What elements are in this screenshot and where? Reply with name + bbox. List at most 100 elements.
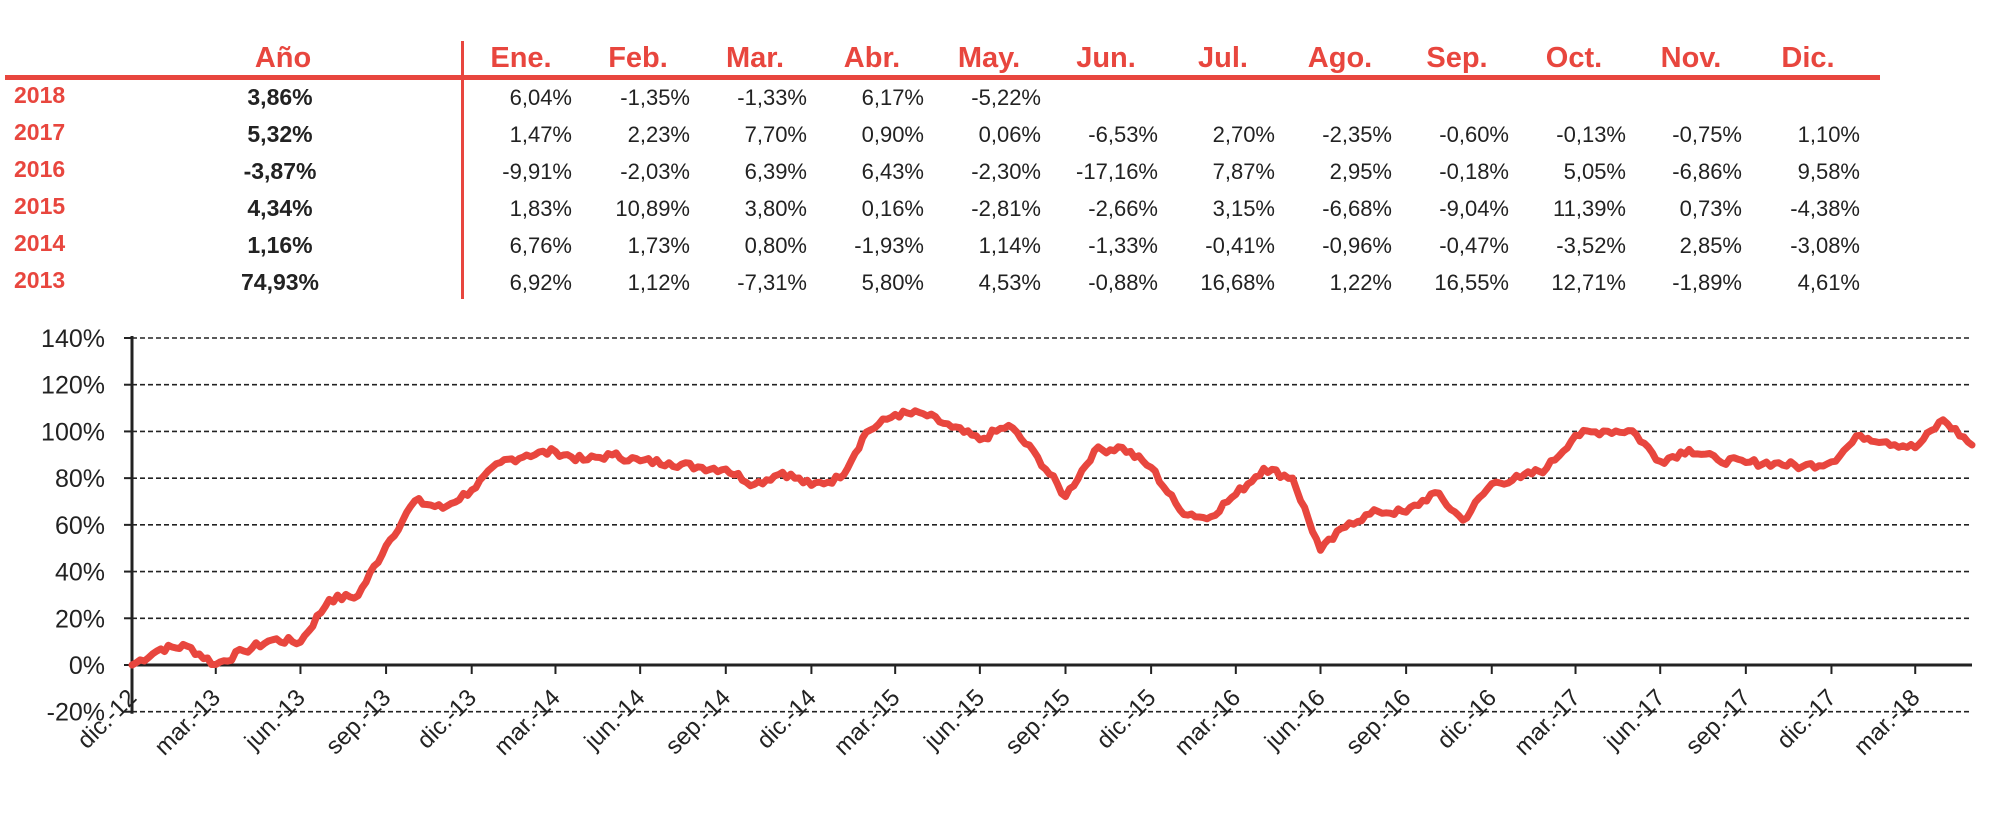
monthly-return-cell: -1,35% [620, 85, 690, 110]
x-tick-label: mar.-15 [829, 684, 906, 761]
x-tick-label: jun.-14 [579, 684, 651, 756]
monthly-return-cell: 0,90% [861, 122, 924, 147]
monthly-return-cell: 1,10% [1797, 122, 1860, 147]
column-separator [461, 41, 464, 299]
monthly-return-cell: 16,55% [1434, 270, 1509, 295]
monthly-return-cell: 10,89% [615, 196, 690, 221]
monthly-return-cell: -2,03% [620, 159, 690, 184]
monthly-return-cell: -0,18% [1439, 159, 1509, 184]
monthly-return-cell: -3,08% [1790, 233, 1860, 258]
y-axis-labels: -20% 0% 20% 40% 60% 80% 100% 120% 140% [41, 325, 105, 727]
monthly-return-cell: 12,71% [1551, 270, 1626, 295]
column-header-9: Sep. [1426, 42, 1488, 74]
row-annual-return: 3,86% [247, 84, 313, 110]
column-header-8: Ago. [1307, 42, 1373, 74]
monthly-return-cell: 6,43% [861, 159, 924, 184]
header-underline [5, 75, 1880, 80]
monthly-return-cell: 7,87% [1212, 159, 1275, 184]
monthly-return-cell: -1,89% [1672, 270, 1742, 295]
x-tick-label: sep.-14 [660, 684, 736, 760]
row-year: 2015 [14, 193, 66, 219]
monthly-return-cell: -2,66% [1088, 196, 1158, 221]
x-tick-label: dic.-14 [752, 684, 822, 754]
column-header-5: May. [957, 42, 1021, 74]
y-tick-label: 20% [55, 605, 105, 633]
y-tick-label: 0% [69, 652, 105, 680]
monthly-return-cell: -2,30% [971, 159, 1041, 184]
monthly-return-cell: 6,39% [744, 159, 807, 184]
x-tick-label: dic.-17 [1772, 684, 1842, 754]
chart-axes [124, 336, 1972, 714]
monthly-return-cell: 1,12% [627, 270, 690, 295]
x-tick-label: mar.-17 [1509, 684, 1586, 761]
monthly-return-cell: 4,53% [978, 270, 1041, 295]
x-tick-label: jun.-13 [239, 684, 311, 756]
x-tick-label: dic.-13 [412, 684, 482, 754]
monthly-return-cell: -9,91% [502, 159, 572, 184]
monthly-return-cell: -0,47% [1439, 233, 1509, 258]
monthly-return-cell: -0,13% [1556, 122, 1626, 147]
row-year: 2013 [14, 267, 66, 293]
monthly-return-cell: 5,05% [1563, 159, 1626, 184]
monthly-return-cell: 3,80% [744, 196, 807, 221]
monthly-return-cell: 7,70% [744, 122, 807, 147]
column-header-6: Jun. [1076, 42, 1136, 74]
column-header-1: Ene. [490, 42, 552, 74]
monthly-return-cell: 1,83% [509, 196, 572, 221]
monthly-return-cell: -4,38% [1790, 196, 1860, 221]
monthly-return-cell: -1,33% [1088, 233, 1158, 258]
monthly-return-cell: 6,17% [861, 85, 924, 110]
column-header-0: Año [254, 42, 312, 74]
column-header-3: Mar. [725, 42, 785, 74]
x-tick-label: dic.-15 [1091, 684, 1161, 754]
column-header-2: Feb. [608, 42, 668, 74]
x-tick-label: mar.-16 [1169, 684, 1246, 761]
row-year: 2014 [14, 230, 66, 256]
column-header-4: Abr. [843, 42, 901, 74]
monthly-return-cell: 5,80% [861, 270, 924, 295]
monthly-return-cell: 9,58% [1797, 159, 1860, 184]
monthly-return-cell: 4,61% [1797, 270, 1860, 295]
series-line [128, 407, 1976, 669]
x-tick-label: mar.-14 [489, 684, 566, 761]
x-tick-label: jun.-16 [1259, 684, 1331, 756]
x-tick-label: mar.-18 [1849, 684, 1926, 761]
row-annual-return: 74,93% [240, 269, 319, 295]
x-tick-label: dic.-16 [1432, 684, 1502, 754]
monthly-return-cell: -0,60% [1439, 122, 1509, 147]
chart-grid [132, 337, 1972, 713]
monthly-return-cell: 6,04% [509, 85, 572, 110]
column-header-10: Oct. [1545, 42, 1603, 74]
monthly-return-cell: -5,22% [971, 85, 1041, 110]
monthly-return-cell: -7,31% [737, 270, 807, 295]
monthly-return-cell: -1,93% [854, 233, 924, 258]
monthly-return-cell: -2,35% [1322, 122, 1392, 147]
y-tick-label: 60% [55, 512, 105, 540]
row-annual-return: -3,87% [243, 158, 317, 184]
column-header-11: Nov. [1660, 42, 1722, 74]
column-header-12: Dic. [1781, 42, 1835, 74]
monthly-return-cell: -2,81% [971, 196, 1041, 221]
monthly-return-cell: 6,92% [509, 270, 572, 295]
x-tick-label: sep.-17 [1680, 684, 1756, 760]
row-annual-return: 4,34% [247, 195, 313, 221]
column-header-7: Jul. [1198, 42, 1248, 74]
x-tick-label: sep.-15 [1000, 684, 1076, 760]
x-tick-label: mar.-13 [149, 684, 226, 761]
monthly-return-cell: -3,52% [1556, 233, 1626, 258]
monthly-return-cell: 11,39% [1553, 196, 1626, 221]
monthly-return-cell: -1,33% [737, 85, 807, 110]
monthly-return-cell: -6,53% [1088, 122, 1158, 147]
monthly-return-cell: 1,73% [627, 233, 690, 258]
row-annual-return: 1,16% [247, 232, 313, 258]
monthly-return-cell: -0,88% [1088, 270, 1158, 295]
x-tick-label: sep.-16 [1341, 684, 1417, 760]
row-annual-return: 5,32% [247, 121, 313, 147]
monthly-return-cell: 1,14% [978, 233, 1041, 258]
monthly-return-cell: -0,96% [1322, 233, 1392, 258]
monthly-return-cell: 6,76% [509, 233, 572, 258]
monthly-return-cell: -17,16% [1076, 159, 1158, 184]
x-tick-label: jun.-15 [918, 684, 990, 756]
